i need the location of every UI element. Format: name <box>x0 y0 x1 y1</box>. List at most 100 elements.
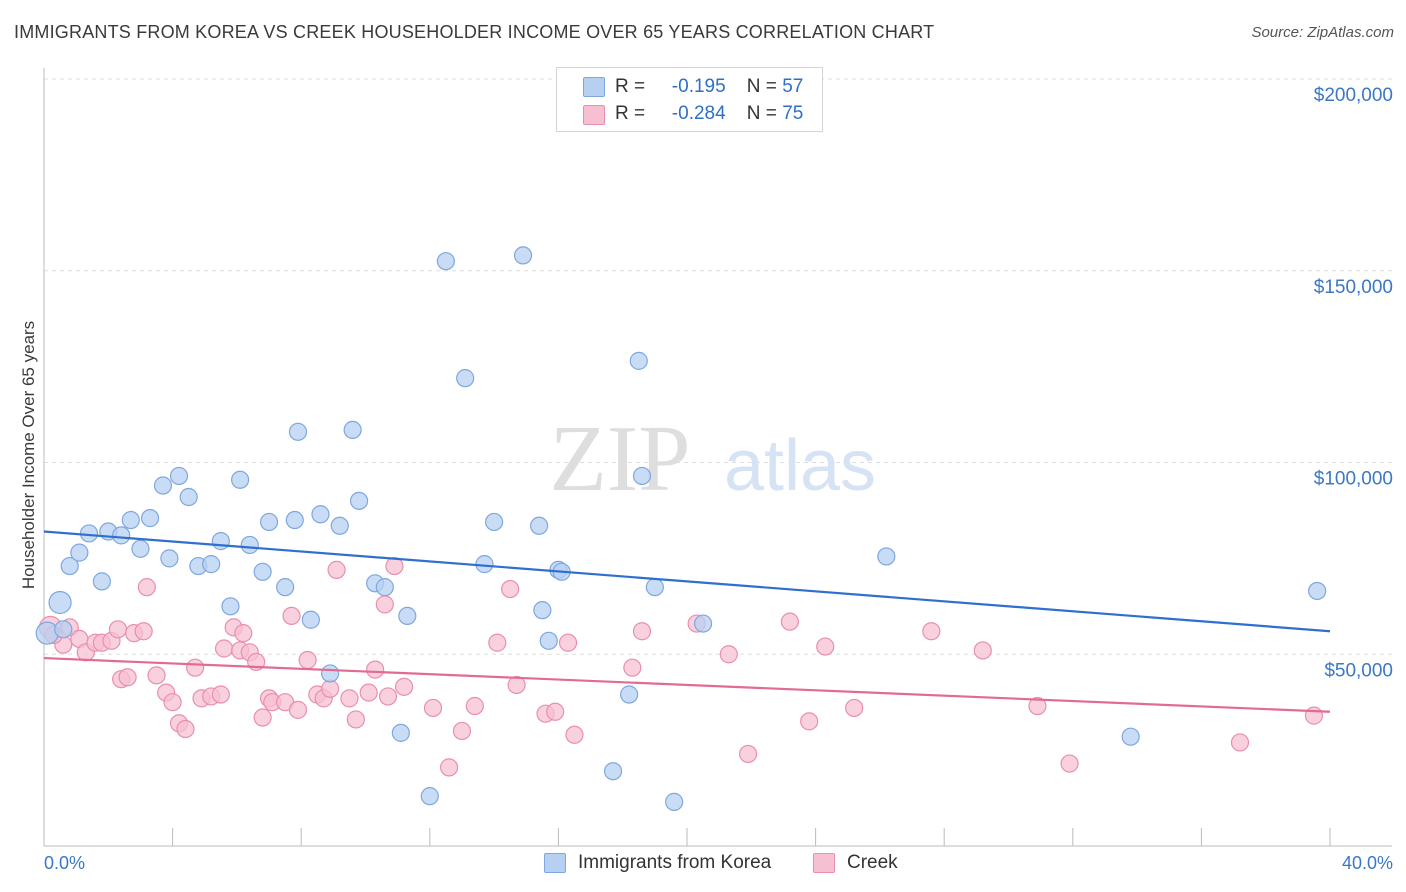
creek-point <box>186 658 205 677</box>
creek-point <box>439 758 459 777</box>
korea-point <box>221 597 240 616</box>
x-tick-labels: 0.0% 40.0% <box>44 853 1393 873</box>
korea-point <box>1308 581 1327 601</box>
creek-point <box>1304 706 1324 725</box>
creek-point <box>738 744 758 764</box>
korea-point <box>259 512 279 532</box>
creek-point <box>623 658 642 677</box>
korea-point <box>321 664 340 683</box>
creek-swatch <box>813 853 835 873</box>
korea-point <box>179 487 198 507</box>
creek-point <box>134 622 153 641</box>
creek-point <box>321 679 340 698</box>
creek-point <box>234 624 253 643</box>
creek-point <box>488 633 507 652</box>
creek-point <box>282 606 301 626</box>
creek-point <box>465 696 484 716</box>
n-value: 75 <box>782 103 804 124</box>
korea-point <box>131 539 150 558</box>
korea-point <box>436 252 455 271</box>
korea-point <box>288 422 308 441</box>
creek-point <box>973 641 992 660</box>
korea-point <box>877 547 896 566</box>
creek-point <box>137 578 156 597</box>
korea-point <box>398 606 417 626</box>
korea-point <box>343 420 362 440</box>
creek-point <box>108 620 128 639</box>
creek-point <box>176 719 195 739</box>
korea-point <box>160 549 179 568</box>
x-tick-label: 0.0% <box>44 853 85 873</box>
creek-point <box>366 660 385 679</box>
creek-point <box>359 683 378 702</box>
korea-point <box>54 620 73 639</box>
korea-point <box>513 246 533 265</box>
grid-lines <box>44 78 1392 655</box>
n-label: N = <box>746 76 777 97</box>
source-credit: Source: ZipAtlas.com <box>1251 24 1394 41</box>
creek-point <box>385 556 404 576</box>
korea-point <box>169 466 189 486</box>
korea-point <box>375 578 394 597</box>
korea-point <box>620 685 639 704</box>
korea-trend-line <box>43 530 1331 633</box>
korea-point <box>79 524 99 543</box>
bottom-legend-creek[interactable]: Creek <box>813 852 898 874</box>
trend-lines <box>43 530 1331 713</box>
creek-point <box>845 698 864 718</box>
korea-point <box>632 466 652 486</box>
creek-point <box>565 725 584 744</box>
korea-point <box>231 470 250 489</box>
korea-point <box>330 516 349 535</box>
korea-point <box>693 614 713 633</box>
creek-point <box>719 645 738 664</box>
korea-point <box>311 505 330 524</box>
y-tick-label: $50,000 <box>1324 660 1393 681</box>
creek-point <box>780 612 799 631</box>
creek-point <box>340 689 359 708</box>
korea-point <box>70 543 89 562</box>
y-tick-label: $150,000 <box>1314 277 1393 298</box>
zipatlas-watermark: ZIP atlas <box>550 407 877 511</box>
korea-swatch <box>583 77 605 97</box>
korea-point <box>153 476 173 495</box>
creek-point <box>253 708 272 727</box>
creek-point <box>375 595 394 614</box>
chart-title: IMMIGRANTS FROM KOREA VS CREEK HOUSEHOLD… <box>14 22 935 42</box>
creek-point <box>163 693 182 712</box>
korea-point <box>539 631 558 650</box>
creek-point <box>558 633 578 652</box>
creek-point <box>546 702 565 721</box>
creek-swatch <box>583 105 605 125</box>
creek-point <box>922 622 941 641</box>
korea-point <box>202 555 221 574</box>
legend-label-creek: Creek <box>847 852 898 873</box>
korea-point <box>456 369 475 388</box>
korea-point <box>60 556 79 576</box>
creek-point <box>211 685 230 704</box>
r-value: -0.195 <box>671 76 726 97</box>
creek-point <box>1060 754 1079 773</box>
korea-point <box>603 762 623 781</box>
korea-point <box>533 601 552 620</box>
korea-point <box>240 535 259 555</box>
correlation-legend: R = -0.195 N = 57 R = -0.284 N = 75 <box>556 67 823 132</box>
creek-point <box>423 698 443 718</box>
korea-point <box>301 610 320 629</box>
korea-point <box>211 532 230 551</box>
bottom-legend-korea[interactable]: Immigrants from Korea <box>544 852 771 874</box>
legend-label-korea: Immigrants from Korea <box>578 852 772 873</box>
watermark-atlas: atlas <box>724 426 876 506</box>
korea-point <box>349 491 369 510</box>
korea-point <box>48 590 72 615</box>
n-value: 57 <box>782 76 804 97</box>
x-tick-label: 40.0% <box>1342 853 1393 873</box>
creek-trend-line <box>43 656 1331 713</box>
data-points <box>35 246 1327 811</box>
creek-point <box>288 700 308 719</box>
creek-point <box>1230 733 1250 752</box>
korea-point <box>112 526 131 545</box>
creek-point <box>1028 696 1047 716</box>
creek-point <box>346 710 365 729</box>
r-label: R = <box>615 76 646 97</box>
